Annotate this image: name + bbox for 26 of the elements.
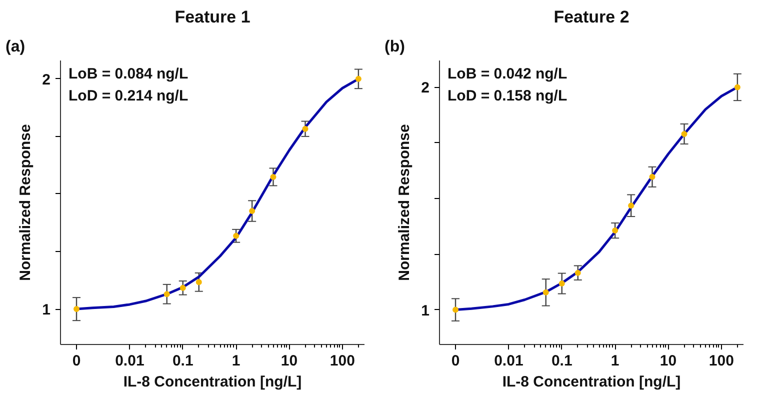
x-tick-label: 10	[280, 352, 298, 370]
x-axis-title: IL-8 Concentration [ng/L]	[502, 374, 681, 390]
annotation: LoD = 0.158 ng/L	[448, 88, 568, 104]
annotation: LoD = 0.214 ng/L	[68, 88, 188, 104]
text: (a)	[6, 38, 26, 56]
x-axis-title: IL-8 Concentration [ng/L]	[123, 374, 302, 390]
x-tick-label: 100	[708, 352, 734, 370]
x-tick-label: 0.01	[494, 352, 524, 370]
x-tick-label: 1	[232, 352, 240, 370]
annotation: LoB = 0.084 ng/L	[68, 66, 188, 82]
chart-title: Feature 1	[174, 8, 250, 26]
x-tick-label: 0.1	[551, 352, 572, 370]
x-tick-label: 0.1	[172, 352, 194, 370]
y-tick-label: 2	[421, 80, 430, 97]
y-axis-title: Normalized Response	[17, 124, 34, 281]
x-tick-label: 0	[72, 352, 81, 370]
text: (b)	[384, 38, 405, 56]
x-tick-label: 0.01	[115, 352, 144, 370]
x-tick-label: 1	[610, 352, 620, 370]
y-axis-title: Normalized Response	[396, 124, 414, 281]
annotation: LoB = 0.042 ng/L	[448, 66, 568, 82]
x-tick-label: 0	[451, 352, 460, 370]
x-tick-label: 100	[330, 352, 355, 370]
y-tick-label: 2	[42, 71, 50, 88]
x-tick-label: 10	[660, 352, 677, 370]
chart-title: Feature 2	[554, 8, 630, 26]
